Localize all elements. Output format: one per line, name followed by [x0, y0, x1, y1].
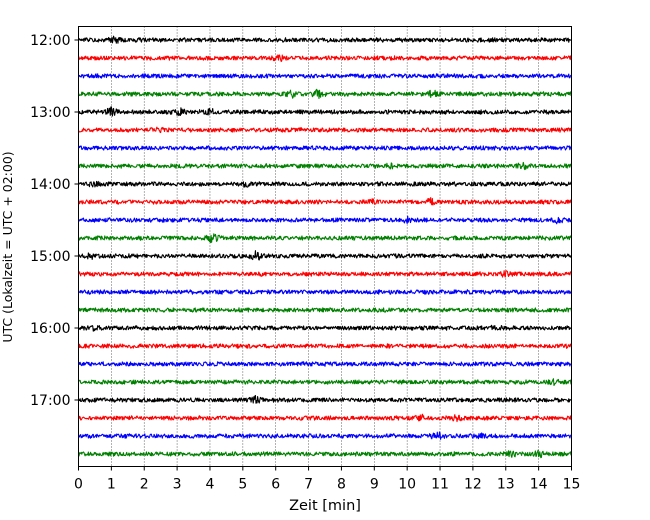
x-tick-label: 12 [464, 477, 482, 493]
x-tick-label: 4 [206, 477, 215, 493]
trace-1630 [77, 361, 572, 367]
trace-1715 [78, 413, 573, 423]
trace-1330 [78, 145, 572, 151]
grid-lines [111, 26, 539, 467]
trace-1730 [77, 431, 572, 440]
x-tick-label: 5 [238, 477, 247, 493]
x-tick-label: 15 [563, 477, 581, 493]
trace-1215 [78, 54, 573, 63]
trace-1415 [77, 197, 572, 206]
x-tick-label: 0 [74, 477, 83, 493]
y-tick-label: 14:00 [30, 177, 70, 193]
trace-1200 [77, 35, 572, 44]
y-axis: 12:00 13:00 14:00 15:00 16:00 17:00 [30, 33, 79, 409]
x-tick-label: 13 [497, 477, 515, 493]
x-tick-label: 14 [530, 477, 548, 493]
trace-1245 [77, 88, 573, 100]
trace-1745 [78, 449, 573, 459]
trace-1500 [77, 250, 573, 261]
trace-1645 [78, 378, 573, 386]
y-tick-label: 16:00 [30, 321, 70, 337]
trace-1315 [77, 126, 573, 134]
trace-1345 [77, 161, 573, 171]
trace-1230 [78, 73, 572, 79]
x-tick-label: 9 [370, 477, 379, 493]
seismic-traces [77, 35, 573, 459]
x-tick-label: 3 [173, 477, 182, 493]
trace-1430 [78, 215, 573, 225]
x-tick-label: 7 [304, 477, 313, 493]
x-axis: 0 1 2 3 4 5 6 7 8 9 10 11 12 13 14 15 [74, 466, 581, 493]
x-tick-label: 2 [140, 477, 149, 493]
trace-1545 [78, 307, 573, 313]
plot-frame [78, 26, 572, 467]
y-tick-label: 15:00 [30, 249, 70, 265]
x-tick-label: 10 [398, 477, 416, 493]
x-axis-title: Zeit [min] [289, 498, 361, 514]
trace-1445 [77, 233, 572, 244]
y-tick-label: 17:00 [30, 393, 70, 409]
y-tick-label: 13:00 [30, 105, 70, 121]
x-tick-label: 11 [431, 477, 449, 493]
y-tick-label: 12:00 [30, 33, 70, 49]
x-tick-label: 1 [107, 477, 116, 493]
trace-1400 [78, 180, 573, 188]
trace-1600 [77, 324, 572, 332]
trace-1615 [78, 343, 573, 349]
x-tick-label: 8 [337, 477, 346, 493]
trace-1700 [77, 394, 572, 404]
trace-1530 [77, 289, 573, 295]
trace-1515 [78, 270, 572, 278]
x-tick-label: 6 [271, 477, 280, 493]
y-axis-title: UTC (Lokalzeit = UTC + 02:00) [0, 151, 15, 342]
trace-1300 [78, 106, 572, 117]
